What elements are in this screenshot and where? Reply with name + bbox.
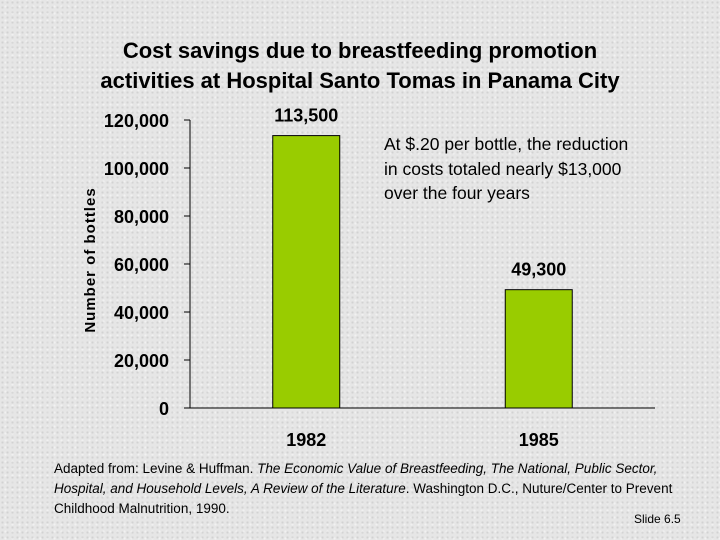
x-category-label: 1982 [286, 430, 326, 450]
y-tick-label: 20,000 [114, 351, 169, 371]
source-suffix: . Washington D.C., Nuture/Center to Prev… [54, 481, 673, 516]
y-tick-label: 120,000 [104, 111, 169, 131]
y-tick-label: 80,000 [114, 207, 169, 227]
y-tick-label: 0 [159, 399, 169, 419]
slide-title: Cost savings due to breastfeeding promot… [0, 36, 720, 96]
source-citation: Adapted from: Levine & Huffman. The Econ… [54, 459, 684, 519]
data-label: 49,300 [511, 260, 566, 280]
y-axis-label: Number of bottles [82, 187, 99, 332]
source-prefix: Adapted from: Levine & Huffman. [54, 461, 258, 476]
data-label: 113,500 [274, 106, 338, 126]
title-line-1: Cost savings due to breastfeeding promot… [122, 38, 598, 63]
bar-1982 [272, 135, 341, 409]
y-tick-label: 40,000 [114, 303, 169, 323]
bar-1985 [504, 289, 573, 409]
source-title: The Economic Value of Breastfeeding, The… [54, 461, 658, 496]
slide-number: Slide 6.5 [634, 512, 681, 526]
title-line-2: activities at Hospital Santo Tomas in Pa… [100, 68, 620, 93]
cost-annotation: At $.20 per bottle, the reduction in cos… [384, 134, 629, 203]
x-category-label: 1985 [519, 430, 559, 450]
y-tick-label: 60,000 [114, 255, 169, 275]
y-tick-label: 100,000 [104, 159, 169, 179]
